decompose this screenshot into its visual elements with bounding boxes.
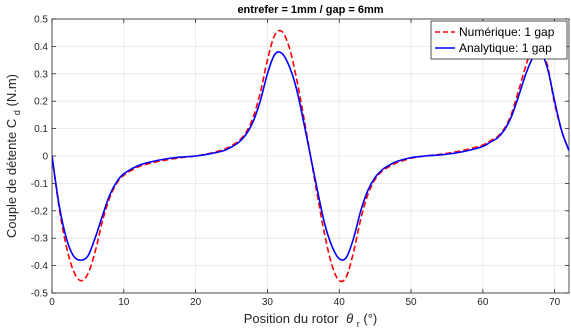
y-tick-label: -0.4 [31,261,49,272]
x-tick-label: 40 [334,297,346,308]
x-axis-label-sub: r [357,319,360,329]
y-axis-label-unit: (N.m) [4,74,19,107]
x-tick-label: 0 [49,297,55,308]
y-tick-label: 0 [42,152,48,163]
series-line-analytique [52,50,569,261]
x-tick-label: 30 [262,297,274,308]
y-tick-label: -0.3 [31,234,49,245]
y-tick-label: 0.3 [34,69,48,80]
y-tick-label: -0.5 [31,289,49,300]
x-axis-label-symbol: θ [346,311,353,326]
y-tick-label: 0.4 [34,42,48,53]
x-tick-label: 10 [118,297,130,308]
y-axis-label: Couple de détente C d (N.m) [4,74,23,238]
y-axis-label-sub: d [12,110,22,115]
y-tick-label: -0.1 [31,179,49,190]
legend-label-analytique: Analytique: 1 gap [459,41,552,55]
x-axis-label-text: Position du rotor [244,311,339,326]
y-axis-ticks: -0.5 -0.4 -0.3 -0.2 -0.1 0 0.1 0.2 0.3 0.4 0.5 [31,15,569,300]
legend-label-numerique: Numérique: 1 gap [459,25,555,39]
y-tick-label: -0.2 [31,206,49,217]
x-tick-label: 50 [405,297,417,308]
x-tick-label: 70 [549,297,561,308]
y-tick-label: 0.5 [34,15,48,26]
legend-box [430,20,568,60]
y-axis-label-text: Couple de détente C [4,119,19,238]
x-tick-label: 60 [477,297,489,308]
x-axis-label: Position du rotor θ r (°) [244,311,377,330]
y-tick-label: 0.1 [34,124,48,135]
x-axis-ticks: 0 10 20 30 40 50 60 70 [49,19,561,308]
y-tick-label: 0.2 [34,97,48,108]
chart-title: entrefer = 1mm / gap = 6mm [237,4,383,16]
legend: Numérique: 1 gap Analytique: 1 gap [430,20,568,60]
series-lines [52,29,569,283]
x-axis-label-unit: (°) [363,311,377,326]
x-tick-label: 20 [190,297,202,308]
